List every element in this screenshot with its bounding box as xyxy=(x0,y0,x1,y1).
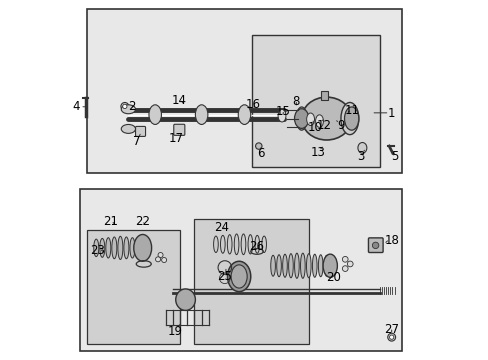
Text: 8: 8 xyxy=(292,95,299,108)
Text: 18: 18 xyxy=(384,234,398,247)
Text: 5: 5 xyxy=(390,150,397,163)
Ellipse shape xyxy=(94,239,99,257)
Ellipse shape xyxy=(158,252,163,257)
Ellipse shape xyxy=(323,254,337,277)
Ellipse shape xyxy=(389,335,393,339)
Ellipse shape xyxy=(300,253,305,278)
Ellipse shape xyxy=(306,113,314,126)
Text: 1: 1 xyxy=(387,107,395,120)
Text: 7: 7 xyxy=(133,135,140,148)
Bar xyxy=(80,189,401,351)
FancyBboxPatch shape xyxy=(367,238,382,252)
Ellipse shape xyxy=(122,104,127,109)
Ellipse shape xyxy=(278,109,285,122)
Text: 24: 24 xyxy=(213,221,228,234)
Ellipse shape xyxy=(312,254,316,277)
Ellipse shape xyxy=(296,107,306,130)
Ellipse shape xyxy=(282,254,287,277)
Ellipse shape xyxy=(136,238,141,257)
Ellipse shape xyxy=(342,266,347,271)
Ellipse shape xyxy=(227,235,231,254)
Ellipse shape xyxy=(112,237,117,259)
Text: 27: 27 xyxy=(384,323,398,336)
Ellipse shape xyxy=(175,289,195,310)
Text: 6: 6 xyxy=(256,147,264,160)
Ellipse shape xyxy=(294,109,308,129)
Ellipse shape xyxy=(121,105,135,114)
Ellipse shape xyxy=(315,115,323,127)
Text: 10: 10 xyxy=(307,121,322,134)
Ellipse shape xyxy=(149,105,161,125)
Ellipse shape xyxy=(261,236,266,252)
Bar xyxy=(251,35,380,167)
Ellipse shape xyxy=(288,254,293,278)
FancyBboxPatch shape xyxy=(173,124,184,135)
Bar xyxy=(87,9,401,173)
Ellipse shape xyxy=(130,238,135,258)
Text: 23: 23 xyxy=(90,244,104,257)
Text: 21: 21 xyxy=(103,215,118,228)
Bar xyxy=(87,230,180,344)
Ellipse shape xyxy=(118,236,122,260)
Ellipse shape xyxy=(342,256,347,262)
Text: 9: 9 xyxy=(337,119,344,132)
Ellipse shape xyxy=(220,235,224,253)
Ellipse shape xyxy=(301,97,351,140)
Ellipse shape xyxy=(105,238,111,258)
Ellipse shape xyxy=(134,234,151,261)
Ellipse shape xyxy=(324,255,328,276)
Text: 25: 25 xyxy=(217,270,232,283)
Ellipse shape xyxy=(227,261,250,292)
Ellipse shape xyxy=(344,107,358,130)
Text: 20: 20 xyxy=(325,271,341,284)
Text: 15: 15 xyxy=(275,104,290,118)
Text: 22: 22 xyxy=(135,215,150,228)
Ellipse shape xyxy=(276,255,281,277)
Ellipse shape xyxy=(254,235,259,253)
Ellipse shape xyxy=(123,237,129,259)
Ellipse shape xyxy=(372,242,378,249)
Ellipse shape xyxy=(155,257,160,262)
Text: 14: 14 xyxy=(172,94,186,107)
Ellipse shape xyxy=(234,234,239,255)
Text: 12: 12 xyxy=(316,119,331,132)
Text: 11: 11 xyxy=(344,104,359,117)
Ellipse shape xyxy=(357,143,366,153)
Text: 16: 16 xyxy=(245,99,261,112)
Ellipse shape xyxy=(121,103,128,111)
Ellipse shape xyxy=(306,254,310,278)
Ellipse shape xyxy=(255,143,262,149)
Text: 4: 4 xyxy=(72,100,80,113)
Text: 17: 17 xyxy=(168,132,183,145)
Ellipse shape xyxy=(100,238,104,257)
Ellipse shape xyxy=(241,234,245,255)
Ellipse shape xyxy=(195,105,207,125)
Ellipse shape xyxy=(346,261,352,267)
Ellipse shape xyxy=(213,236,218,252)
Ellipse shape xyxy=(121,125,135,134)
Ellipse shape xyxy=(270,255,275,276)
Text: 13: 13 xyxy=(310,146,325,159)
Text: 3: 3 xyxy=(357,150,364,163)
Text: 26: 26 xyxy=(249,240,264,253)
Ellipse shape xyxy=(238,105,250,125)
FancyBboxPatch shape xyxy=(135,126,145,136)
Ellipse shape xyxy=(142,239,147,257)
Text: 2: 2 xyxy=(128,100,136,113)
Ellipse shape xyxy=(231,265,246,288)
Ellipse shape xyxy=(387,333,395,341)
Bar xyxy=(321,91,328,100)
Ellipse shape xyxy=(340,103,358,135)
Bar xyxy=(194,219,308,344)
Ellipse shape xyxy=(247,235,252,254)
Text: 19: 19 xyxy=(167,325,182,338)
Ellipse shape xyxy=(318,255,323,277)
Ellipse shape xyxy=(294,253,299,278)
Ellipse shape xyxy=(162,257,166,262)
